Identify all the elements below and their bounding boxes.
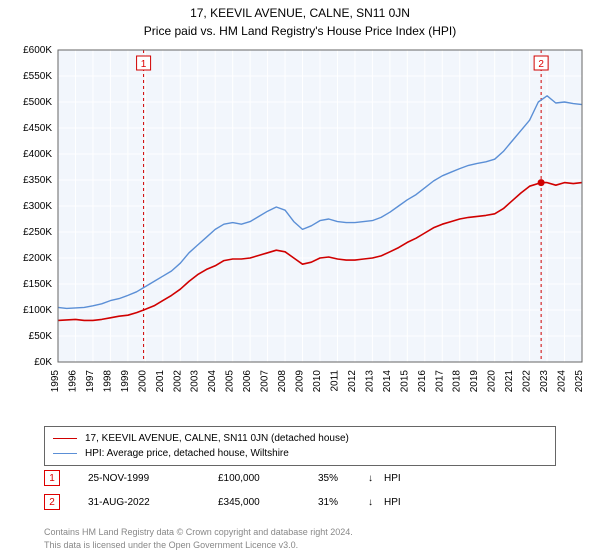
svg-text:1997: 1997 <box>85 370 96 393</box>
legend: 17, KEEVIL AVENUE, CALNE, SN11 0JN (deta… <box>44 426 556 466</box>
legend-label-property: 17, KEEVIL AVENUE, CALNE, SN11 0JN (deta… <box>85 431 349 446</box>
svg-text:2025: 2025 <box>574 370 585 393</box>
sale-date: 31-AUG-2022 <box>88 497 218 508</box>
sale-vs: HPI <box>384 497 424 508</box>
svg-text:1995: 1995 <box>50 370 61 393</box>
svg-text:£300K: £300K <box>23 201 52 212</box>
sale-row-2: 2 31-AUG-2022 £345,000 31% ↓ HPI <box>44 494 424 510</box>
legend-item-property: 17, KEEVIL AVENUE, CALNE, SN11 0JN (deta… <box>53 431 547 446</box>
svg-text:£350K: £350K <box>23 175 52 186</box>
page-title: 17, KEEVIL AVENUE, CALNE, SN11 0JN <box>0 0 600 20</box>
svg-text:2017: 2017 <box>434 370 445 393</box>
sale-price: £345,000 <box>218 497 318 508</box>
sale-vs: HPI <box>384 473 424 484</box>
svg-text:2023: 2023 <box>539 370 550 393</box>
svg-text:2010: 2010 <box>312 370 323 393</box>
svg-text:2019: 2019 <box>469 370 480 393</box>
svg-text:£100K: £100K <box>23 305 52 316</box>
svg-text:2006: 2006 <box>242 370 253 393</box>
price-chart: £0K £50K £100K £150K £200K £250K £300K £350K £40… <box>0 44 600 414</box>
down-arrow-icon: ↓ <box>368 473 384 484</box>
svg-text:1998: 1998 <box>102 370 113 393</box>
sale-row-1: 1 25-NOV-1999 £100,000 35% ↓ HPI <box>44 470 424 486</box>
sale-delta: 31% <box>318 497 368 508</box>
svg-text:£600K: £600K <box>23 45 52 56</box>
svg-text:1999: 1999 <box>120 370 131 393</box>
svg-text:£400K: £400K <box>23 149 52 160</box>
sale-price: £100,000 <box>218 473 318 484</box>
svg-text:2001: 2001 <box>155 370 166 393</box>
svg-text:2000: 2000 <box>137 370 148 393</box>
svg-text:2014: 2014 <box>382 370 393 393</box>
svg-text:2016: 2016 <box>417 370 428 393</box>
svg-text:2013: 2013 <box>364 370 375 393</box>
svg-text:2004: 2004 <box>207 370 218 393</box>
svg-text:£550K: £550K <box>23 71 52 82</box>
attribution: Contains HM Land Registry data © Crown c… <box>44 526 353 552</box>
svg-text:£250K: £250K <box>23 227 52 238</box>
svg-text:2020: 2020 <box>487 370 498 393</box>
attribution-line2: This data is licensed under the Open Gov… <box>44 539 353 552</box>
svg-text:1996: 1996 <box>67 370 78 393</box>
svg-text:2005: 2005 <box>225 370 236 393</box>
sale-badge: 2 <box>44 494 60 510</box>
svg-text:2009: 2009 <box>295 370 306 393</box>
sale-date: 25-NOV-1999 <box>88 473 218 484</box>
svg-text:£200K: £200K <box>23 253 52 264</box>
svg-text:2012: 2012 <box>347 370 358 393</box>
legend-item-hpi: HPI: Average price, detached house, Wilt… <box>53 446 547 461</box>
attribution-line1: Contains HM Land Registry data © Crown c… <box>44 526 353 539</box>
svg-text:£450K: £450K <box>23 123 52 134</box>
page-subtitle: Price paid vs. HM Land Registry's House … <box>0 20 600 38</box>
svg-text:2021: 2021 <box>504 370 515 393</box>
svg-text:2008: 2008 <box>277 370 288 393</box>
down-arrow-icon: ↓ <box>368 497 384 508</box>
svg-text:1: 1 <box>141 59 147 70</box>
svg-text:£500K: £500K <box>23 97 52 108</box>
legend-swatch-hpi <box>53 453 77 454</box>
svg-text:2011: 2011 <box>329 370 340 392</box>
svg-text:2022: 2022 <box>522 370 533 393</box>
svg-text:2: 2 <box>538 59 544 70</box>
sale-delta: 35% <box>318 473 368 484</box>
svg-text:2024: 2024 <box>557 370 568 393</box>
svg-text:2007: 2007 <box>260 370 271 393</box>
svg-text:2003: 2003 <box>190 370 201 393</box>
svg-text:£0K: £0K <box>34 357 52 368</box>
svg-text:£50K: £50K <box>29 331 53 342</box>
sale-badge: 1 <box>44 470 60 486</box>
legend-label-hpi: HPI: Average price, detached house, Wilt… <box>85 446 289 461</box>
legend-swatch-property <box>53 438 77 439</box>
svg-text:2002: 2002 <box>172 370 183 393</box>
svg-text:£150K: £150K <box>23 279 52 290</box>
svg-text:2015: 2015 <box>399 370 410 393</box>
svg-text:2018: 2018 <box>452 370 463 393</box>
